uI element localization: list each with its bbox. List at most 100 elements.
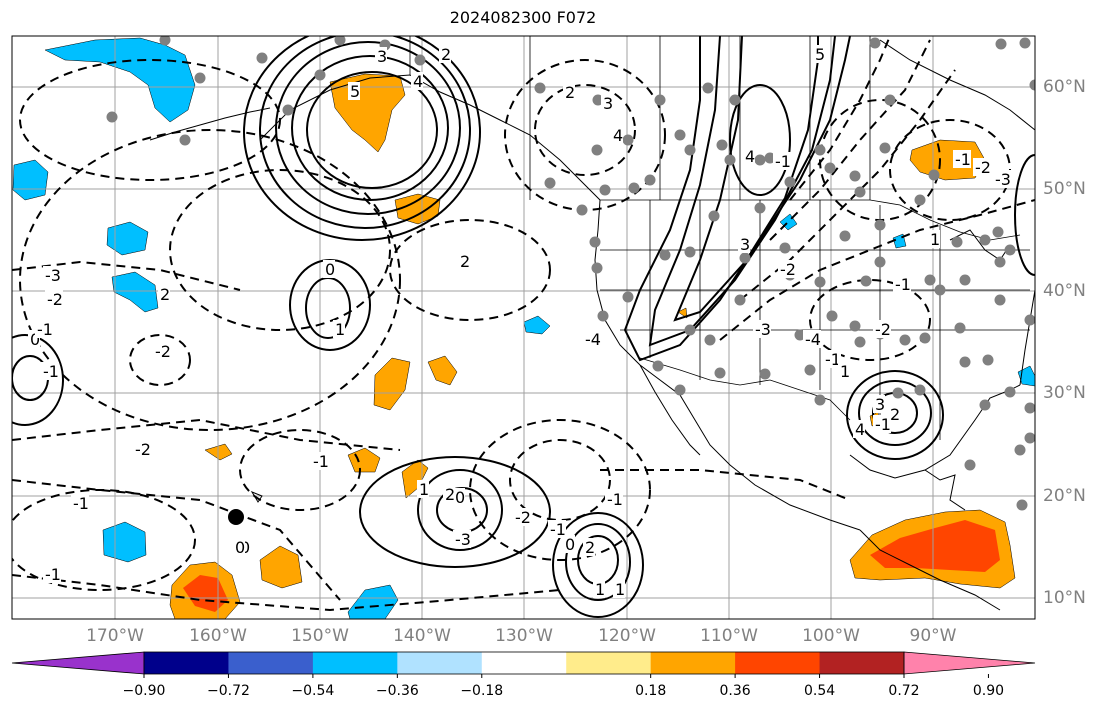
border-canada-prov — [529, 36, 871, 200]
contour-dashed-n1 — [534, 84, 636, 176]
colorbar-outline — [143, 651, 905, 675]
station-dot — [804, 364, 816, 376]
station-dot — [951, 236, 963, 248]
colorbar-tick-label: −0.18 — [460, 683, 504, 699]
contour-label: -4 — [805, 330, 821, 349]
shade-blue-gulf-alaska — [44, 37, 196, 123]
contour-label: 1 — [615, 580, 625, 599]
station-dot — [597, 310, 609, 322]
contour-label-bg — [453, 530, 471, 548]
station-dot — [544, 177, 556, 189]
contour-label: -1 — [313, 452, 329, 471]
station-dot — [869, 37, 881, 49]
contour-label: -1 — [875, 415, 891, 434]
shade-blue-mid — [523, 315, 551, 335]
contour-label: 5 — [350, 82, 360, 101]
contour-label-bg — [738, 235, 750, 253]
station-dot — [1019, 37, 1031, 49]
station-dot — [959, 356, 971, 368]
station-dot — [779, 242, 791, 254]
contour-label-bg — [873, 320, 891, 338]
contour-solid-lowring2 — [291, 55, 449, 201]
station-dot — [879, 142, 891, 154]
contour-label-bg — [333, 320, 345, 338]
coast-aleutians — [149, 107, 271, 141]
station-dot — [794, 329, 806, 341]
station-dot — [716, 139, 728, 151]
contour-label-bg — [45, 290, 63, 308]
contour-label-bg — [583, 330, 601, 348]
station-dot — [959, 274, 971, 286]
station-dot — [674, 384, 686, 396]
contour-solid-lowring3 — [275, 41, 461, 215]
station-dot — [729, 94, 741, 106]
colorbar-segment — [735, 652, 821, 674]
station-dot — [654, 94, 666, 106]
contour-dashed-n16 — [769, 39, 931, 241]
coast-central-america — [859, 529, 1001, 611]
contour-dashed-n18 — [719, 199, 1035, 341]
contour-dashed-n13 — [239, 429, 361, 511]
station-dot — [534, 82, 546, 94]
contour-label: 5 — [815, 45, 825, 64]
contour-solid-lowring1 — [306, 71, 438, 189]
contour-label: 3 — [875, 395, 885, 414]
longitude-label: 140°W — [393, 626, 451, 646]
contour-solid-p3b — [565, 523, 631, 601]
contour-label: 2 — [445, 485, 455, 504]
contour-label: 0 — [30, 330, 40, 349]
coast-baja — [639, 364, 701, 456]
colorbar-segment — [144, 652, 229, 674]
station-dot — [708, 210, 720, 222]
contour-label-bg — [411, 72, 423, 90]
map-frame — [11, 35, 1036, 620]
contour-label-bg — [838, 362, 850, 380]
contour-label-bg — [41, 362, 59, 380]
contour-label: -2 — [780, 260, 796, 279]
contour-label-bg — [601, 94, 613, 112]
contour-label-bg — [548, 520, 566, 538]
contour-label: 3 — [740, 235, 750, 254]
contour-label: -1 — [955, 150, 971, 169]
contour-label-bg — [973, 158, 991, 176]
contour-label-bg — [873, 415, 891, 433]
colorbar-segment — [650, 652, 736, 674]
shade-orange-c6 — [259, 545, 303, 589]
contour-label: -2 — [875, 320, 891, 339]
station-dot — [874, 219, 886, 231]
colorbar-tick-label: 0.72 — [888, 683, 920, 699]
contour-label: -1 — [550, 520, 566, 539]
contour-label-bg — [563, 83, 575, 101]
station-dot — [964, 459, 976, 471]
contour-dashed-n10 — [809, 279, 931, 361]
shade-blue-w1 — [12, 159, 49, 201]
contour-solid-e1 — [1014, 154, 1035, 276]
station-dot — [684, 246, 696, 258]
contour-solid-lowring5 — [243, 36, 481, 241]
contour-solid-trough2 — [648, 36, 836, 347]
contour-dashed-n3 — [389, 219, 551, 321]
station-dot — [979, 399, 991, 411]
station-dot — [854, 186, 866, 198]
station-dot — [599, 184, 611, 196]
longitude-label: 110°W — [700, 626, 758, 646]
station-dot — [826, 310, 838, 322]
contour-dashed-n4 — [169, 169, 391, 331]
station-dot — [684, 144, 696, 156]
contour-label: 2 — [585, 538, 595, 557]
longitude-label: 130°W — [495, 626, 553, 646]
contour-solid-p2b — [417, 469, 503, 551]
contour-label-bg — [375, 47, 387, 65]
border-states — [600, 200, 1030, 440]
station-dot — [724, 154, 736, 166]
contour-label-bg — [233, 538, 245, 556]
contour-dashed-n22 — [12, 574, 561, 612]
station-dot — [314, 69, 326, 81]
station-dot — [282, 104, 294, 116]
contour-label: -2 — [135, 440, 151, 459]
contour-label-bg — [613, 580, 625, 598]
coast-west-us — [594, 199, 861, 531]
station-dot — [824, 162, 836, 174]
shade-orange-c2 — [427, 355, 458, 386]
station-dot — [839, 230, 851, 242]
